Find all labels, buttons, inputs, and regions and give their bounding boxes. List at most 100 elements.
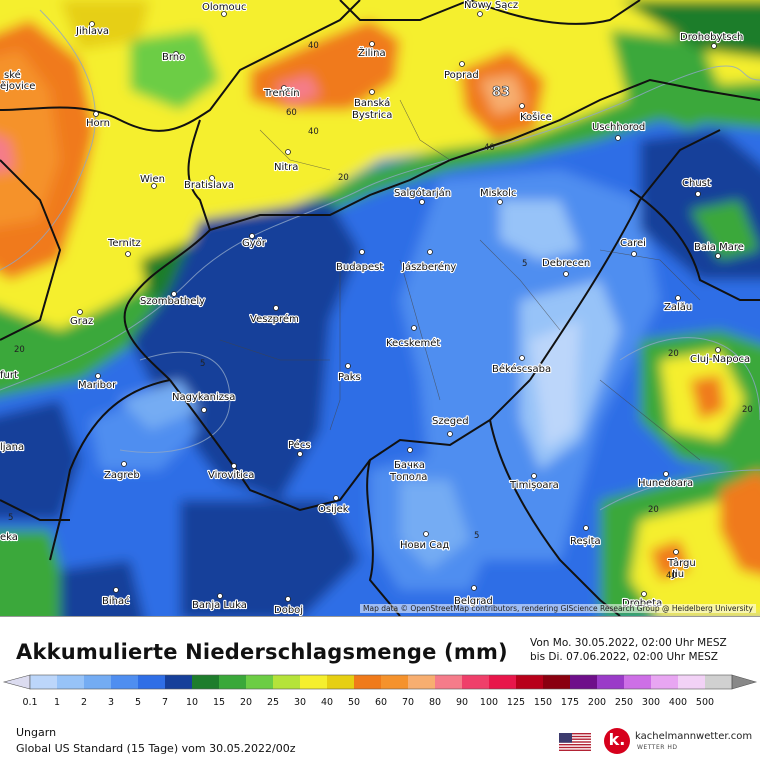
city-label: eka: [0, 532, 18, 543]
isoline-label: 5: [522, 259, 527, 269]
city-label: Hunedoara: [638, 478, 693, 489]
city-label: Baia Mare: [694, 242, 744, 253]
city-label: Nitra: [274, 162, 298, 173]
city-label: Miskolc: [480, 188, 516, 199]
city-label: Timișoara: [509, 480, 559, 491]
legend-tick-label: 80: [428, 697, 442, 708]
legend-swatch: [543, 675, 571, 689]
legend-swatch: [462, 675, 490, 689]
legend-tick-label: 150: [533, 697, 553, 708]
legend-tick-label: 70: [401, 697, 415, 708]
city-label: Banja Luka: [192, 600, 247, 611]
city-label: Нови Сад: [400, 540, 449, 551]
city-dot: [297, 451, 303, 457]
city-label: Pécs: [288, 439, 311, 451]
legend-tick-label: 60: [374, 697, 388, 708]
city-dot: [249, 233, 255, 239]
logo-letter: k.: [608, 730, 626, 749]
city-dot: [89, 21, 95, 27]
map-attribution: Map data © OpenStreetMap contributors, r…: [360, 604, 756, 613]
city-dot: [583, 525, 589, 531]
legend-swatch: [111, 675, 139, 689]
isoline-label: 5: [474, 531, 479, 541]
city-label: Doboj: [274, 605, 303, 616]
legend-outline: [29, 674, 733, 690]
city-label: Paks: [338, 372, 361, 383]
map-title: Akkumulierte Niederschlagsmenge (mm): [16, 640, 508, 664]
city-dot: [471, 585, 477, 591]
legend-swatch: [354, 675, 382, 689]
city-dot: [125, 251, 131, 257]
city-label: ljana: [0, 442, 24, 453]
city-label: ské: [4, 69, 21, 81]
city-dot: [519, 355, 525, 361]
legend-swatch: [624, 675, 652, 689]
city-dot: [531, 473, 537, 479]
city-dot: [285, 149, 291, 155]
isoline-label: 5: [8, 513, 13, 523]
brand-name[interactable]: kachelmannwetter.com: [635, 731, 753, 742]
city-dot: [695, 191, 701, 197]
legend-swatch: [300, 675, 328, 689]
country-borders: [0, 0, 760, 616]
isoline-label: 20: [14, 345, 25, 355]
city-label: Zagreb: [104, 470, 140, 481]
isoline-label: 40: [308, 41, 319, 51]
isoline-labels: 40 60 40 40 20 20 5 5 5 20 20 20 40 5: [8, 41, 753, 581]
legend-tick-label: 90: [455, 697, 469, 708]
city-dot: [615, 135, 621, 141]
city-dot: [519, 103, 525, 109]
city-label: Olomouc: [202, 2, 246, 13]
city-label: Budapest: [336, 262, 383, 273]
city-label: Jihlava: [75, 26, 109, 37]
isoline-label: 20: [668, 349, 679, 359]
city-label: Banská: [354, 97, 390, 109]
city-label: Cluj-Napoca: [690, 354, 750, 365]
city-label: Békéscsaba: [492, 363, 551, 375]
legend-swatch: [219, 675, 247, 689]
isolines: [0, 9, 760, 511]
max-value-label: 83: [492, 85, 510, 100]
isoline-label: 20: [648, 505, 659, 515]
city-label: Osijek: [318, 504, 349, 515]
city-label: Bystrica: [352, 110, 392, 121]
city-label: Trenčín: [263, 87, 300, 99]
legend-ticks: 0.1 1 2 3 5 7 10 15 20 25 30 40 50 60 70 80 90 100 125 150 1…: [0, 697, 760, 711]
city-dot: [173, 51, 179, 57]
city-dot: [673, 549, 679, 555]
kachelmann-logo-icon[interactable]: k.: [604, 728, 630, 754]
usa-flag-icon: [559, 733, 591, 751]
city-label: Nagykanizsa: [172, 392, 235, 403]
map-canvas: Olomouc Nowy Sącz Jihlava Drohobytsch Br…: [0, 0, 760, 616]
city-dot: [359, 249, 365, 255]
legend-tick-label: 200: [587, 697, 607, 708]
city-label: Bihać: [102, 595, 130, 607]
city-label: Zalău: [664, 302, 692, 313]
legend-swatch: [678, 675, 706, 689]
brand-subtitle: WETTER HD: [637, 744, 678, 751]
city-dot: [447, 431, 453, 437]
legend-tick-label: 15: [212, 697, 226, 708]
city-dot: [419, 199, 425, 205]
period-from: Von Mo. 30.05.2022, 02:00 Uhr MESZ: [530, 637, 727, 649]
city-dot: [715, 347, 721, 353]
legend-tick-label: 5: [134, 697, 142, 708]
legend-tick-label: 40: [320, 697, 334, 708]
city-dot: [95, 373, 101, 379]
city-label: Žilina: [358, 46, 386, 59]
legend-swatch: [246, 675, 274, 689]
city-label: ějovice: [0, 80, 35, 92]
city-label: Jiu: [671, 569, 684, 580]
admin-borders: [219, 99, 701, 461]
legend-tick-label: 1: [53, 697, 61, 708]
city-label: Horn: [86, 118, 110, 129]
isoline-label: 60: [286, 108, 297, 118]
city-dot: [369, 89, 375, 95]
legend-arrow-right: [731, 674, 758, 690]
city-label: Szeged: [432, 416, 469, 427]
city-dot: [217, 593, 223, 599]
city-label: Poprad: [444, 70, 479, 81]
city-dot: [113, 587, 119, 593]
legend-swatch: [435, 675, 463, 689]
city-label: furt: [0, 370, 18, 381]
